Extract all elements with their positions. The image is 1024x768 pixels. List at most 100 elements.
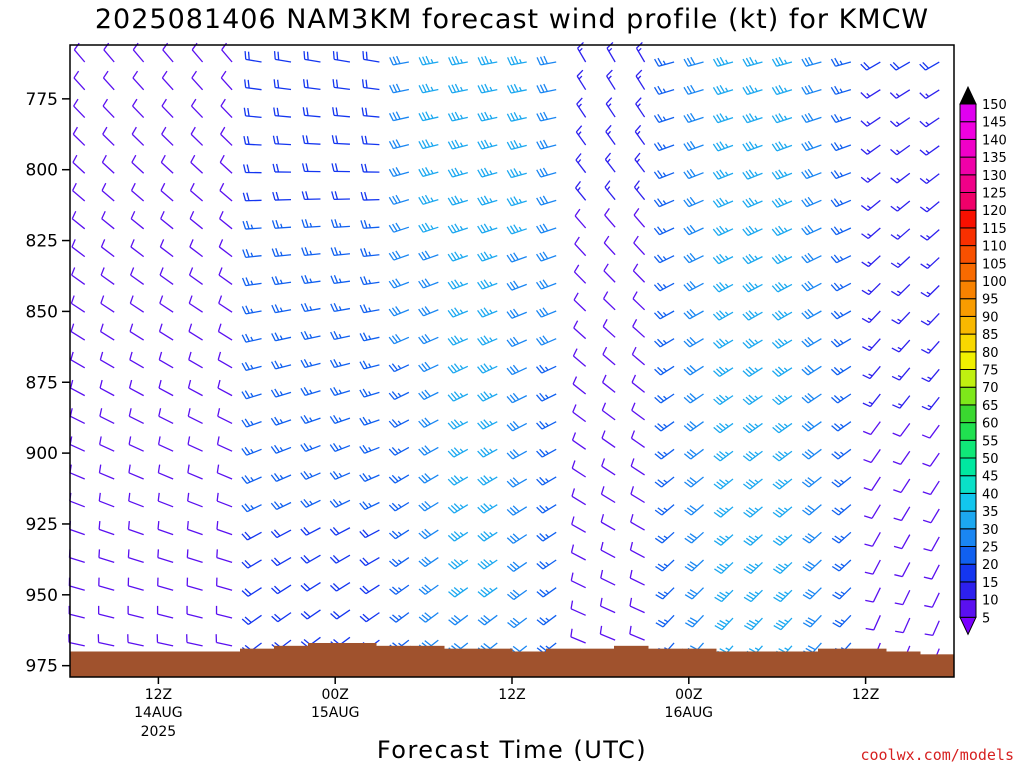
wind-barb [601,402,616,421]
wind-barb [742,394,763,406]
colorbar-bottom-arrow [959,616,977,636]
wind-barb [629,541,645,559]
wind-barb [570,600,586,616]
wind-barb [188,267,203,285]
wind-barb [160,182,174,202]
wind-barb [418,584,439,595]
wind-barb [300,609,321,620]
wind-barb [98,492,115,508]
wind-barb [477,111,498,122]
colorbar-label: 140 [982,133,1007,148]
colorbar-label: 30 [982,523,999,538]
wind-barb [919,117,940,128]
y-tick-label: 900 [26,444,58,464]
wind-barb [654,531,675,544]
wind-barb [894,562,911,578]
colorbar-label: 55 [982,434,999,449]
wind-barb [921,368,940,383]
wind-barb [830,170,852,180]
wind-barb [99,351,115,369]
wind-barb [330,247,350,257]
wind-barb [506,561,528,572]
colorbar-segment [959,280,977,300]
wind-barb [217,351,233,369]
wind-barb [303,51,321,63]
wind-barb [218,267,233,285]
wind-barb [892,423,911,437]
wind-barb [860,116,881,127]
wind-barb [742,338,763,349]
wind-barb [301,247,321,257]
wind-barb [742,422,763,434]
wind-barb [535,307,557,318]
colorbar-segment [959,563,977,583]
wind-barb [683,196,704,208]
colorbar-label: 45 [982,470,999,485]
x-tick-year: 2025 [141,724,177,740]
ground-segment [444,648,479,677]
wind-barb [570,544,586,561]
wind-barb [634,124,646,145]
wind-barb [712,141,734,152]
wind-barb [802,504,822,516]
wind-barb [861,310,881,324]
wind-barb [187,408,203,424]
wind-barb [742,253,763,265]
ground-segment [70,651,105,677]
wind-barb [574,236,587,257]
wind-barb [300,442,321,452]
wind-barb [893,478,911,494]
wind-barb [535,364,557,374]
wind-barb [215,605,233,619]
wind-barb [506,196,527,207]
wind-barb [359,388,380,398]
wind-barb [630,514,645,531]
wind-barb [862,421,881,436]
wind-barb [772,534,793,546]
wind-barb [72,126,86,146]
wind-barb [714,617,734,631]
wind-barb [270,501,292,511]
colorbar-segment [959,121,977,140]
wind-barb [536,83,557,94]
wind-barb [270,557,292,567]
wind-barb [536,195,557,206]
colorbar-segment [959,262,977,282]
wind-barb [100,267,115,285]
colorbar-label: 135 [982,151,1007,166]
wind-barb [131,154,145,174]
wind-barb [330,219,350,229]
wind-barb [100,295,115,313]
wind-barb [102,126,115,146]
wind-barb [300,581,321,592]
colorbar-label: 125 [982,187,1007,202]
wind-barb [604,180,616,201]
wind-barb [801,421,822,432]
wind-barb [683,168,704,180]
wind-barb [743,534,763,546]
colorbar-label: 110 [982,240,1007,255]
wind-barb [506,308,527,319]
wind-barb [654,365,675,376]
colorbar-segment [959,457,977,477]
wind-barb [860,199,881,211]
wind-barb [477,83,498,94]
ground-segment [920,654,955,677]
wind-barb [830,254,852,264]
wind-barb [919,201,940,213]
wind-barb [536,476,557,486]
wind-barb [360,163,380,173]
y-tick-label: 825 [26,232,58,252]
ground-segment [410,645,445,677]
wind-barb [507,617,528,629]
wind-barb [418,222,439,233]
wind-barb [536,559,557,570]
wind-barb [217,408,233,424]
wind-barb [101,154,115,174]
wind-barb [891,311,911,325]
wind-barb [273,79,292,91]
wind-barb [300,303,321,313]
ground-segment [308,642,343,677]
wind-barb [684,559,704,572]
wind-barb [156,605,174,619]
